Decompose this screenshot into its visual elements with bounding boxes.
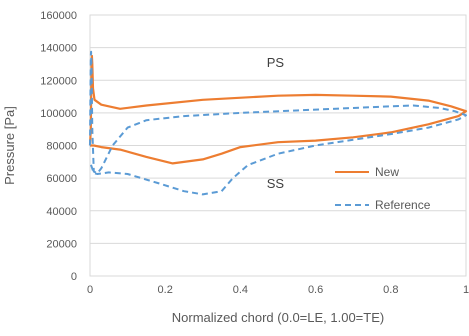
annotation-ss: SS — [267, 176, 285, 191]
x-tick-label: 0.6 — [308, 284, 323, 296]
y-axis-title: Pressure [Pa] — [2, 106, 17, 185]
x-tick-label: 0.4 — [233, 284, 248, 296]
x-axis-title: Normalized chord (0.0=LE, 1.00=TE) — [172, 310, 384, 325]
x-tick-label: 1 — [463, 284, 469, 296]
legend-label-new: New — [375, 165, 399, 179]
y-tick-label: 120000 — [40, 75, 77, 87]
y-tick-label: 0 — [71, 271, 77, 283]
legend-label-reference: Reference — [375, 198, 431, 212]
x-tick-label: 0.2 — [158, 284, 173, 296]
y-tick-label: 80000 — [46, 141, 77, 153]
annotation-ps: PS — [267, 55, 285, 70]
x-tick-label: 0.8 — [383, 284, 398, 296]
y-tick-label: 100000 — [40, 108, 77, 120]
x-tick-label: 0 — [87, 284, 93, 296]
y-tick-label: 140000 — [40, 43, 77, 55]
series-line-new — [88, 54, 468, 165]
series-line-reference — [89, 50, 467, 196]
y-tick-label: 40000 — [46, 206, 77, 218]
y-tick-label: 20000 — [46, 238, 77, 250]
y-tick-label: 160000 — [40, 10, 77, 22]
y-tick-label: 60000 — [46, 173, 77, 185]
